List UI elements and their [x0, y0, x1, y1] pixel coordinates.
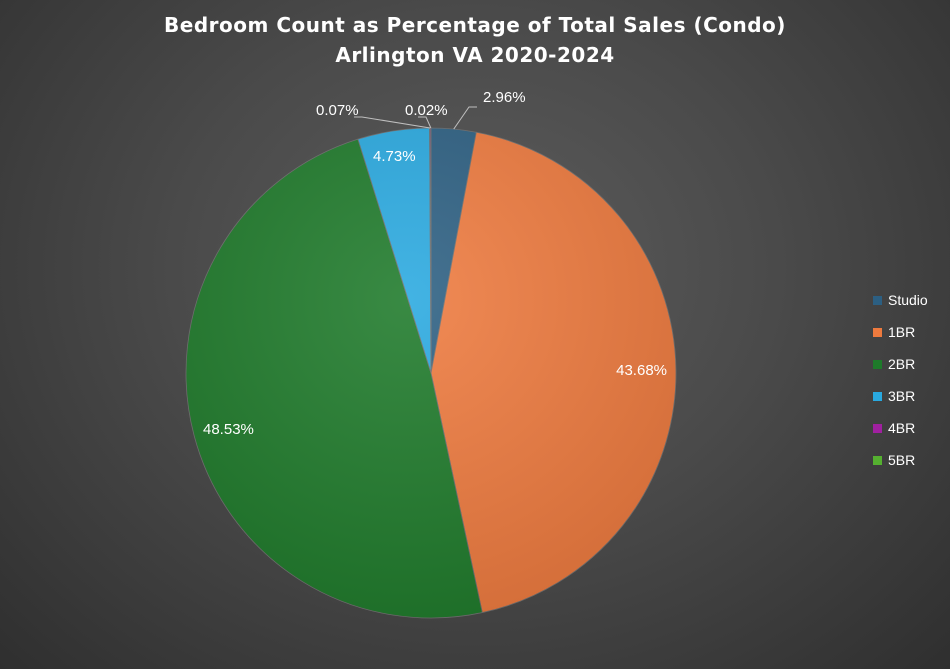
data-label-1br: 43.68%: [616, 362, 667, 379]
leader-line-5br: [418, 116, 432, 129]
data-labels: 2.96% 43.68% 48.53% 4.73% 0.07% 0.02%: [203, 89, 667, 438]
legend-swatch-5br: [873, 455, 882, 465]
legend-label-studio: Studio: [888, 292, 928, 308]
legend-item-5br: 5BR: [873, 444, 948, 476]
legend-swatch-studio: [873, 295, 882, 305]
data-label-3br: 4.73%: [373, 148, 416, 165]
legend-label-3br: 3BR: [888, 388, 916, 404]
legend-item-studio: Studio: [873, 284, 948, 316]
chart-title: Bedroom Count as Percentage of Total Sal…: [0, 10, 950, 70]
legend-swatch-1br: [873, 327, 882, 337]
data-label-studio: 2.96%: [483, 89, 526, 106]
legend-swatch-2br: [873, 359, 882, 369]
legend-swatch-3br: [873, 391, 882, 401]
legend: Studio 1BR 2BR 3BR 4BR 5BR: [873, 284, 948, 476]
leader-line-4br: [354, 116, 431, 129]
pie-slices: [185, 127, 677, 619]
legend-item-4br: 4BR: [873, 412, 948, 444]
legend-label-4br: 4BR: [888, 420, 916, 436]
legend-item-1br: 1BR: [873, 316, 948, 348]
leader-line-studio: [453, 106, 477, 130]
data-label-2br: 48.53%: [203, 421, 254, 438]
leader-lines: [354, 106, 477, 130]
legend-label-2br: 2BR: [888, 356, 916, 372]
chart-title-line-1: Bedroom Count as Percentage of Total Sal…: [164, 13, 786, 37]
legend-label-5br: 5BR: [888, 452, 916, 468]
chart-title-line-2: Arlington VA 2020-2024: [335, 43, 615, 67]
legend-label-1br: 1BR: [888, 324, 916, 340]
legend-item-2br: 2BR: [873, 348, 948, 380]
legend-swatch-4br: [873, 423, 882, 433]
data-label-4br: 0.07%: [316, 102, 359, 119]
data-label-5br: 0.02%: [405, 102, 448, 119]
legend-item-3br: 3BR: [873, 380, 948, 412]
